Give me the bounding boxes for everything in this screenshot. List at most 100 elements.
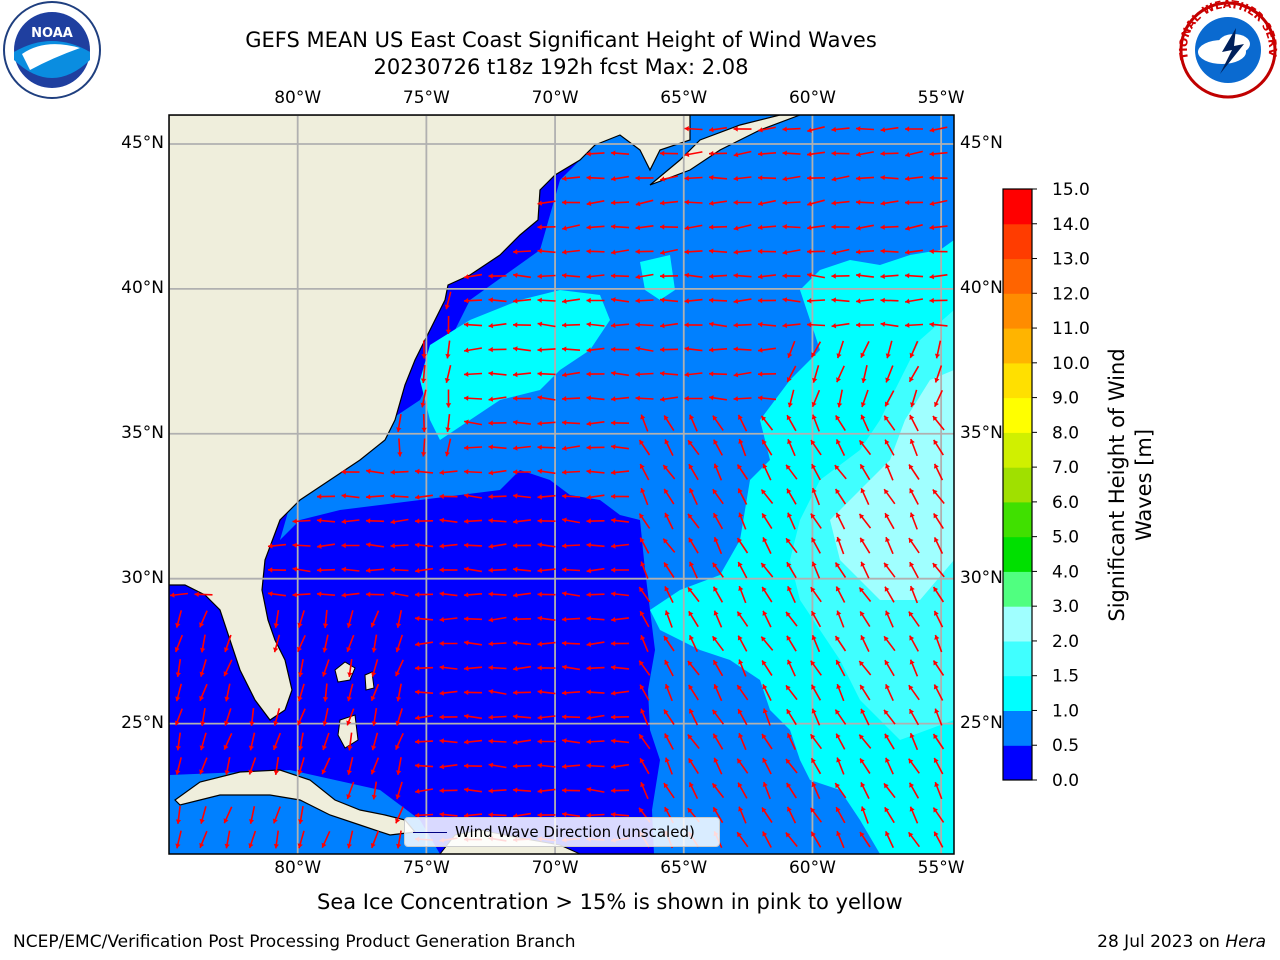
wind-wave-arrowhead xyxy=(713,586,718,592)
wind-wave-arrowhead xyxy=(885,377,891,383)
wind-wave-arrowhead xyxy=(712,562,718,568)
wind-wave-arrowhead xyxy=(464,592,469,598)
wind-wave-arrowhead xyxy=(445,403,452,408)
wind-wave-arrowhead xyxy=(712,783,718,789)
wind-wave-arrowhead xyxy=(664,733,670,739)
legend-line-icon xyxy=(413,832,447,833)
wind-wave-arrowhead xyxy=(908,538,914,544)
wind-wave-arrowhead xyxy=(415,568,420,574)
wind-wave-arrowhead xyxy=(586,616,591,622)
wind-wave-arrowhead xyxy=(513,469,518,475)
wind-wave-arrowhead xyxy=(733,322,738,328)
wind-wave-arrowhead xyxy=(586,371,591,377)
wind-wave-arrowhead xyxy=(640,561,646,567)
wind-wave-arrowhead xyxy=(664,636,669,641)
wind-wave-arrowhead xyxy=(513,272,518,278)
wind-wave-arrowhead xyxy=(905,249,910,255)
wind-wave-arrowhead xyxy=(733,175,739,182)
wind-wave-arrowhead xyxy=(444,451,450,457)
wind-wave-arrowhead xyxy=(885,610,891,616)
wind-wave-arrowhead xyxy=(660,323,665,329)
wind-wave-arrowhead xyxy=(488,420,493,426)
wind-wave-arrowhead xyxy=(787,733,792,739)
noaa-logo-text: NOAA xyxy=(31,26,73,41)
wind-wave-arrowhead xyxy=(684,395,689,402)
wind-wave-arrowhead xyxy=(664,660,670,665)
wind-wave-arrowhead xyxy=(684,175,689,181)
wind-wave-arrowhead xyxy=(513,322,518,328)
wind-wave-arrowhead xyxy=(810,513,816,519)
wind-wave-arrowhead xyxy=(513,371,518,378)
wind-wave-arrowhead xyxy=(175,622,181,628)
wind-wave-arrowhead xyxy=(488,323,494,329)
wind-wave-arrowhead xyxy=(909,464,914,470)
wind-wave-arrowhead xyxy=(861,378,867,383)
wind-wave-arrowhead xyxy=(611,493,616,500)
wind-wave-arrowhead xyxy=(786,464,791,470)
wind-wave-arrowhead xyxy=(660,200,665,206)
wind-wave-arrowhead xyxy=(909,415,915,420)
wind-wave-arrowhead xyxy=(537,468,543,474)
wind-wave-arrowhead xyxy=(223,818,229,824)
wind-wave-arrowhead xyxy=(758,224,763,231)
wind-wave-arrowhead xyxy=(836,610,842,616)
wind-wave-arrowhead xyxy=(639,660,644,666)
wind-wave-arrowhead xyxy=(464,493,469,499)
wind-wave-arrowhead xyxy=(199,769,205,775)
wind-wave-arrowhead xyxy=(537,615,543,621)
wind-wave-arrowhead xyxy=(439,787,444,794)
wind-wave-arrowhead xyxy=(761,489,767,495)
wind-wave-arrowhead xyxy=(292,518,297,524)
wind-wave-arrowhead xyxy=(415,494,420,500)
wind-wave-arrowhead xyxy=(562,738,567,744)
wind-wave-arrowhead xyxy=(224,843,230,849)
wind-wave-arrowhead xyxy=(786,377,792,382)
wind-wave-arrowhead xyxy=(688,537,694,543)
wind-wave-arrowhead xyxy=(639,734,644,740)
wind-wave-arrowhead xyxy=(663,783,669,789)
wind-wave-arrowhead xyxy=(885,353,891,359)
wind-wave-arrowhead xyxy=(684,126,689,132)
wind-wave-arrowhead xyxy=(910,402,916,408)
wind-wave-arrowhead xyxy=(831,273,836,279)
wind-wave-arrowhead xyxy=(758,273,763,280)
wind-wave-arrowhead xyxy=(513,640,518,646)
wind-wave-arrowhead xyxy=(880,321,886,327)
wind-wave-arrowhead xyxy=(639,684,645,690)
wind-wave-arrowhead xyxy=(272,745,278,750)
wind-wave-arrowhead xyxy=(488,665,493,671)
wind-wave-arrowhead xyxy=(464,689,469,696)
wind-wave-arrowhead xyxy=(733,152,739,158)
colorbar-segment xyxy=(1003,536,1032,572)
wind-wave-arrowhead xyxy=(688,684,694,690)
wind-wave-arrowhead xyxy=(880,224,885,230)
wind-wave-arrowhead xyxy=(664,684,670,689)
wind-wave-arrowhead xyxy=(273,720,279,726)
wind-wave-arrowhead xyxy=(562,591,567,597)
wind-wave-arrowhead xyxy=(933,587,939,592)
wind-wave-arrowhead xyxy=(395,794,401,800)
wind-wave-arrowhead xyxy=(909,439,915,444)
wind-wave-arrowhead xyxy=(713,733,718,739)
wind-wave-arrowhead xyxy=(762,537,768,543)
wind-wave-arrowhead xyxy=(562,811,567,817)
wind-wave-arrowhead xyxy=(837,402,843,408)
lon-tick-label-top: 65°W xyxy=(660,88,708,108)
wind-wave-arrowhead xyxy=(513,592,518,598)
colorbar-segment xyxy=(1003,467,1032,503)
wind-wave-arrowhead xyxy=(684,371,690,378)
wind-wave-arrowhead xyxy=(880,273,885,279)
wind-wave-arrowhead xyxy=(807,151,812,157)
wind-wave-arrowhead xyxy=(194,591,199,597)
wind-wave-arrowhead xyxy=(664,488,669,494)
wind-wave-arrowhead xyxy=(390,591,396,597)
wind-wave-arrowhead xyxy=(884,636,889,642)
wind-wave-arrowhead xyxy=(787,806,792,812)
wind-wave-arrowhead xyxy=(660,224,665,230)
wind-wave-arrowhead xyxy=(586,641,592,647)
wind-wave-arrowhead xyxy=(762,708,768,714)
lon-tick-label-bottom: 70°W xyxy=(531,858,579,878)
wind-wave-arrowhead xyxy=(908,758,914,764)
wind-wave-arrowhead xyxy=(860,782,866,788)
wind-wave-arrowhead xyxy=(586,273,592,280)
